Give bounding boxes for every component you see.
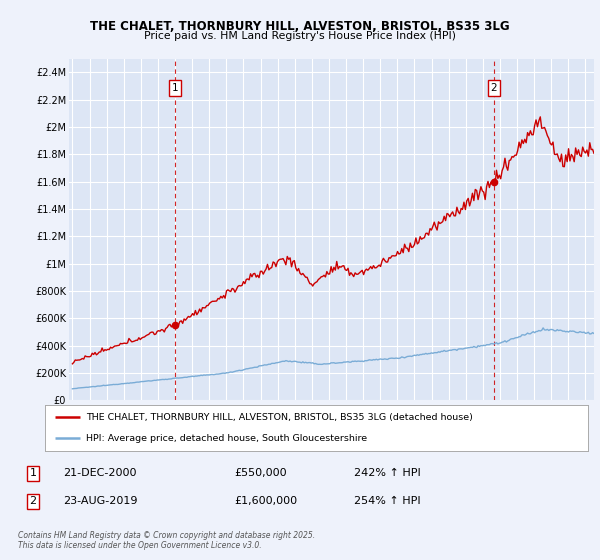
Text: 23-AUG-2019: 23-AUG-2019 [63,496,137,506]
Text: Contains HM Land Registry data © Crown copyright and database right 2025.
This d: Contains HM Land Registry data © Crown c… [18,531,315,550]
Text: £550,000: £550,000 [234,468,287,478]
Text: 2: 2 [491,83,497,93]
Text: HPI: Average price, detached house, South Gloucestershire: HPI: Average price, detached house, Sout… [86,434,367,443]
Text: 21-DEC-2000: 21-DEC-2000 [63,468,137,478]
Text: 1: 1 [29,468,37,478]
Text: 1: 1 [172,83,178,93]
Text: £1,600,000: £1,600,000 [234,496,297,506]
Text: 242% ↑ HPI: 242% ↑ HPI [354,468,421,478]
Text: 2: 2 [29,496,37,506]
Text: THE CHALET, THORNBURY HILL, ALVESTON, BRISTOL, BS35 3LG (detached house): THE CHALET, THORNBURY HILL, ALVESTON, BR… [86,413,473,422]
Text: 254% ↑ HPI: 254% ↑ HPI [354,496,421,506]
Text: Price paid vs. HM Land Registry's House Price Index (HPI): Price paid vs. HM Land Registry's House … [144,31,456,41]
Text: THE CHALET, THORNBURY HILL, ALVESTON, BRISTOL, BS35 3LG: THE CHALET, THORNBURY HILL, ALVESTON, BR… [90,20,510,32]
